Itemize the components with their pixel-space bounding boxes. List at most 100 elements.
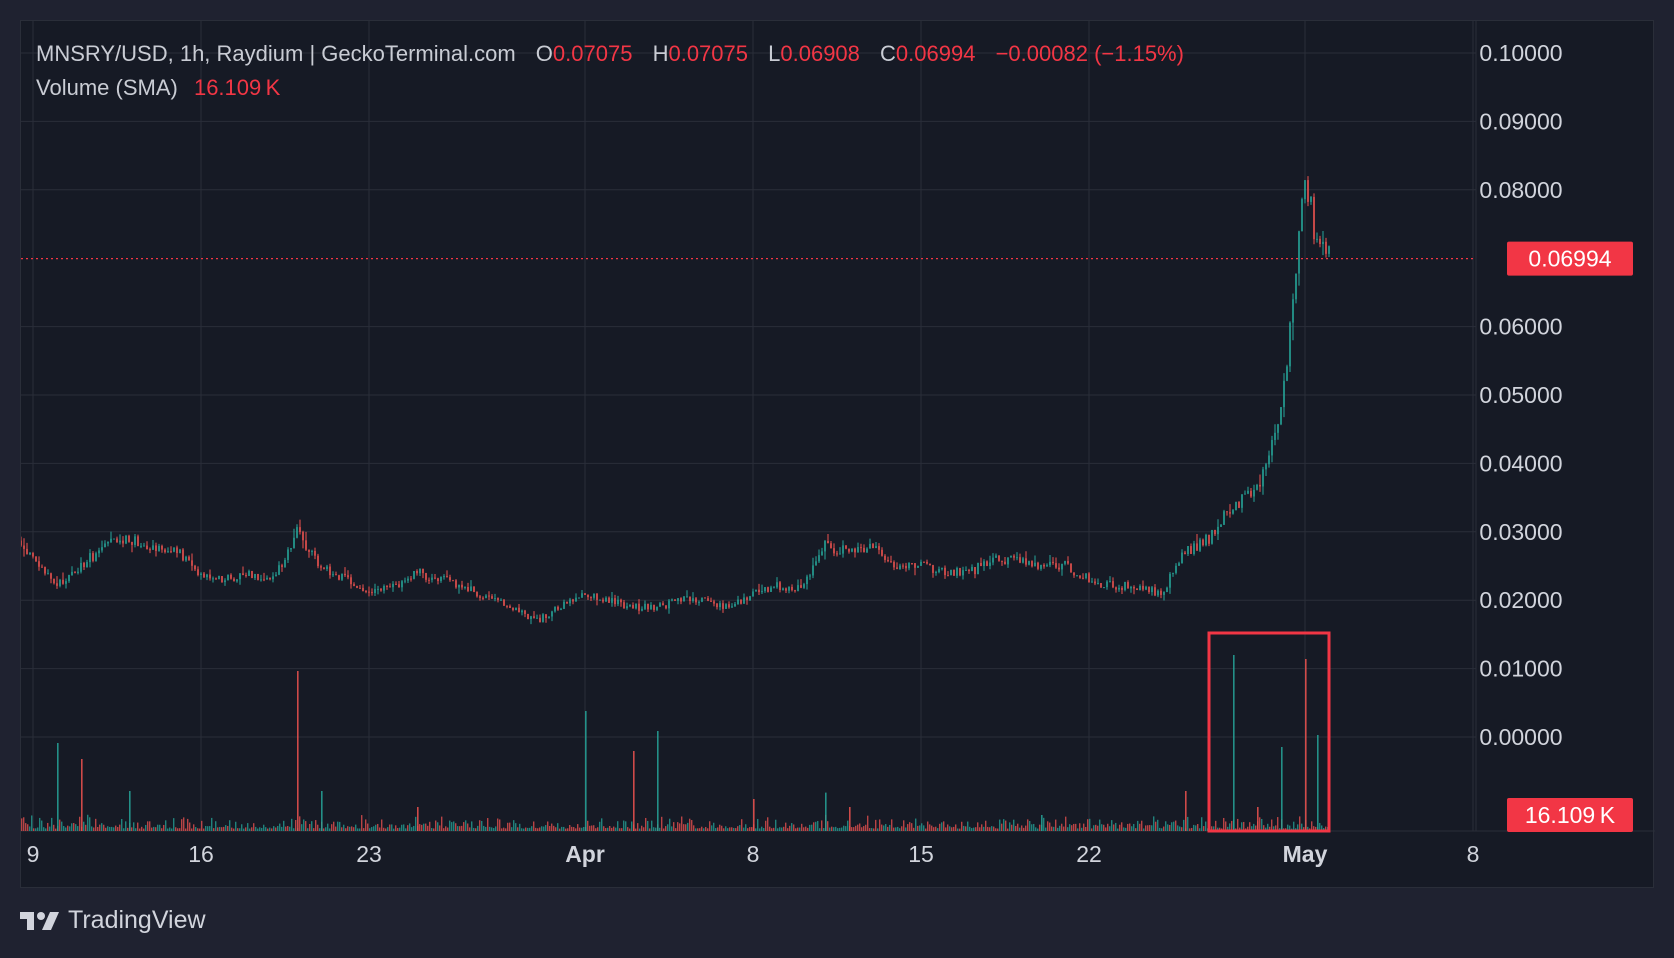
candle-body — [215, 578, 217, 580]
candle-body — [551, 611, 553, 617]
volume-bar — [797, 827, 799, 831]
highlight-box — [1207, 631, 1331, 833]
candle-body — [278, 565, 280, 575]
candle-body — [458, 584, 460, 588]
volume-bar — [189, 822, 191, 831]
candle-body — [1031, 561, 1033, 567]
candle-body — [173, 547, 175, 552]
volume-bar — [1201, 817, 1203, 831]
volume-bar — [1055, 819, 1057, 831]
candle-body — [1292, 299, 1294, 323]
volume-bar — [395, 825, 397, 831]
volume-bar — [859, 823, 861, 831]
candle-body — [1178, 563, 1180, 566]
volume-bar — [795, 828, 797, 831]
price-chart[interactable]: 0.06994 16.109 K 0.10000 0.09000 0.08000 0.0… — [21, 21, 1655, 889]
candle-body — [1070, 563, 1072, 573]
candle-body — [947, 575, 949, 577]
volume-bar — [497, 818, 499, 831]
volume-bar — [1069, 824, 1071, 831]
candle-body — [269, 577, 271, 580]
candle-body — [1253, 489, 1255, 497]
candle-body — [365, 591, 367, 593]
volume-bar — [893, 827, 895, 831]
candle-body — [440, 576, 442, 582]
candle-body — [242, 573, 244, 576]
volume-bar — [173, 818, 175, 831]
volume-bar — [213, 828, 215, 831]
volume-bar — [1273, 826, 1275, 831]
volume-bar — [1171, 822, 1173, 831]
candle-body — [821, 551, 823, 556]
candle-body — [569, 599, 571, 604]
candle-body — [248, 571, 250, 576]
candle-body — [107, 541, 109, 544]
candle-body — [842, 545, 844, 554]
candle-body — [221, 576, 223, 583]
candle-body — [476, 591, 478, 597]
candle-body — [392, 583, 394, 588]
candle-body — [602, 599, 604, 602]
volume-bar — [165, 820, 167, 831]
volume-bar — [1107, 823, 1109, 831]
candle-body — [83, 562, 85, 568]
volume-sma-label: 16.109 K — [1525, 802, 1616, 828]
volume-bar — [271, 828, 273, 831]
volume-bar — [269, 827, 271, 831]
y-tick-label: 0.04000 — [1479, 450, 1562, 476]
volume-bar — [377, 823, 379, 831]
candle-body — [1163, 592, 1165, 595]
volume-bar — [1103, 824, 1105, 831]
candle-body — [263, 579, 265, 581]
volume-bar — [961, 821, 963, 831]
y-tick-label: 0.01000 — [1479, 656, 1562, 682]
candle-body — [185, 556, 187, 561]
volume-bar — [343, 824, 345, 831]
volume-bar — [279, 823, 281, 831]
volume-bar — [549, 826, 551, 831]
candle-body — [71, 571, 73, 576]
volume-bar — [367, 823, 369, 831]
volume-bar — [789, 825, 791, 831]
volume-bar — [195, 827, 197, 831]
volume-bar — [361, 815, 363, 831]
volume-bar — [341, 827, 343, 831]
volume-bar — [293, 828, 295, 831]
volume-bar — [593, 825, 595, 831]
volume-bar — [83, 821, 85, 831]
volume-bar — [1085, 826, 1087, 831]
tradingview-brand[interactable]: TradingView — [20, 906, 206, 935]
volume-bar — [903, 820, 905, 831]
candle-body — [749, 596, 751, 601]
volume-bar — [259, 827, 261, 831]
candle-body — [617, 599, 619, 605]
volume-bar — [989, 827, 991, 831]
volume-bar — [523, 828, 525, 831]
volume-bar — [87, 814, 89, 831]
volume-bar — [1141, 820, 1143, 831]
low-value: 0.06908 — [780, 41, 860, 66]
candle-body — [299, 527, 301, 532]
volume-bar — [979, 827, 981, 831]
volume-bar — [267, 828, 269, 831]
low-label: L — [768, 41, 781, 66]
volume-bar — [1127, 823, 1129, 831]
candle-body — [305, 540, 307, 550]
volume-bar — [389, 824, 391, 831]
candle-body — [830, 543, 832, 549]
volume-bar — [1075, 823, 1077, 831]
volume-bar — [289, 826, 291, 831]
volume-bar — [709, 821, 711, 831]
volume-bar — [597, 827, 599, 831]
volume-bar — [1237, 818, 1239, 831]
volume-bar — [693, 825, 695, 831]
volume-bar — [969, 826, 971, 831]
volume-bar — [105, 827, 107, 831]
volume-bar — [1321, 825, 1323, 831]
candle-body — [1265, 464, 1267, 470]
volume-bar — [955, 824, 957, 831]
volume-bar — [387, 827, 389, 831]
volume-spike — [1305, 659, 1307, 831]
candle-body — [1199, 539, 1201, 551]
candle-body — [1127, 582, 1129, 589]
